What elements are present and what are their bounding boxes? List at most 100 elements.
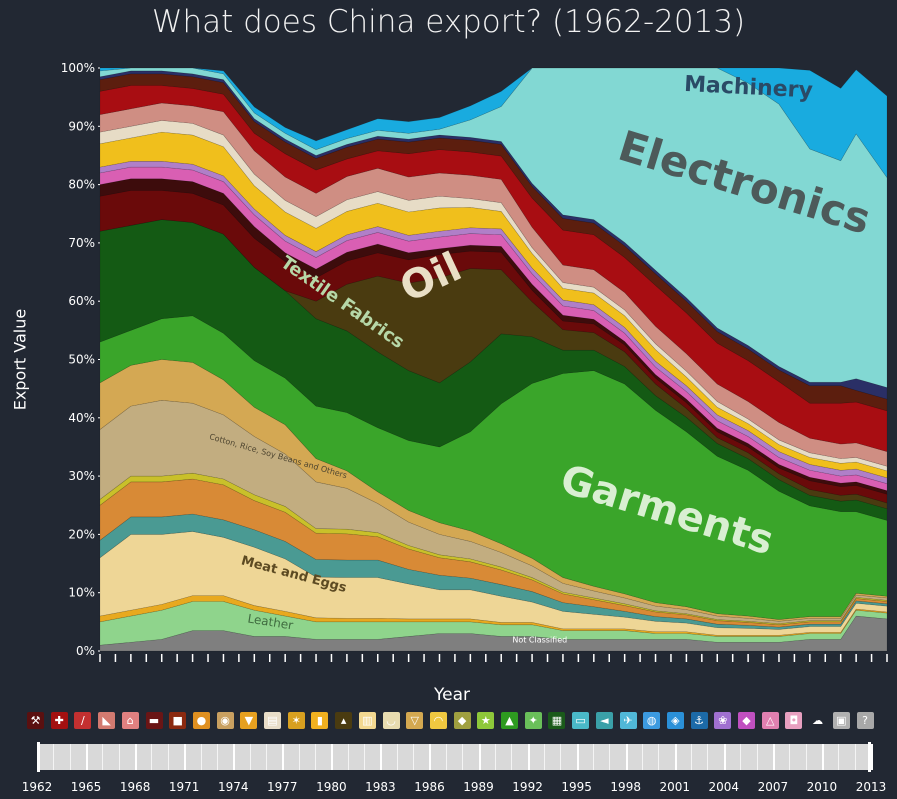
label-not-classified: Not Classified xyxy=(512,635,567,644)
slider-tick xyxy=(740,744,742,770)
slider-year-label: 1968 xyxy=(119,780,151,794)
slider-tick xyxy=(560,744,562,770)
slider-year-label: 2004 xyxy=(708,780,740,794)
anvil-icon[interactable]: ▬ xyxy=(145,712,163,729)
slider-tick xyxy=(413,744,415,770)
slider-tick xyxy=(494,744,496,770)
slider-tick xyxy=(298,744,300,770)
cloud-icon[interactable]: ☁ xyxy=(812,714,824,727)
stack-icon[interactable]: ▥ xyxy=(358,712,376,729)
slider-year-label: 1986 xyxy=(414,780,445,794)
slider-tick xyxy=(347,744,349,770)
slider-year-label: 1983 xyxy=(365,780,396,794)
cloth-icon[interactable]: ▤ xyxy=(264,712,281,729)
area-series-oil xyxy=(99,219,888,510)
slider-tick xyxy=(167,744,169,770)
slider-tick xyxy=(593,744,594,770)
slider-tick xyxy=(543,744,545,770)
slider-year-label: 2010 xyxy=(806,780,838,794)
shirt-icon[interactable]: ▲ xyxy=(501,712,518,729)
slider-tick xyxy=(642,744,644,770)
boot-icon[interactable]: ■ xyxy=(169,712,187,729)
y-tick-label: 80% xyxy=(68,178,95,192)
flask-icon[interactable]: △ xyxy=(761,712,779,729)
slider-tick xyxy=(854,744,856,770)
house-icon[interactable]: ⌂ xyxy=(121,712,139,729)
unknown-icon[interactable]: ? xyxy=(856,712,874,729)
anchor-icon[interactable]: ⚓ xyxy=(690,712,708,729)
slider-tick xyxy=(135,744,138,770)
slider-tick xyxy=(380,744,383,770)
slider-tick xyxy=(364,744,366,770)
slider-year-label: 2001 xyxy=(659,780,691,794)
y-tick-label: 40% xyxy=(68,411,95,425)
y-tick-label: 70% xyxy=(68,236,95,250)
plane-icon[interactable]: ✈ xyxy=(619,712,637,729)
shield-icon[interactable]: ▼ xyxy=(240,712,258,729)
area-series-not-classified xyxy=(99,615,888,652)
bag-icon[interactable]: ◘ xyxy=(785,712,803,729)
ruler-icon[interactable]: ◣ xyxy=(98,712,116,729)
slider-year-label: 1989 xyxy=(463,780,494,794)
pot-icon[interactable]: ● xyxy=(192,712,210,729)
bottle-icon[interactable]: ▮ xyxy=(311,712,329,729)
lotus-icon[interactable]: ❀ xyxy=(714,712,732,729)
fish-icon[interactable]: ◄ xyxy=(595,712,613,729)
molecule-icon[interactable]: ◍ xyxy=(643,712,661,729)
slider-tick xyxy=(37,744,39,770)
diamond-icon[interactable]: ◆ xyxy=(738,712,755,729)
slider-tick xyxy=(396,744,398,770)
box-icon[interactable]: ▣ xyxy=(832,712,850,729)
slider-tick xyxy=(282,744,285,770)
drop-icon[interactable]: ◈ xyxy=(666,712,684,729)
slider-tick xyxy=(756,744,758,770)
log-icon[interactable]: ◉ xyxy=(216,712,234,729)
slider-tick xyxy=(462,744,464,770)
slider-year-label: 1971 xyxy=(168,780,200,794)
slider-year-label: 1992 xyxy=(512,780,543,794)
slider-tick xyxy=(838,744,840,770)
oil-drop-icon[interactable]: ▴ xyxy=(335,712,353,729)
y-tick-label: 10% xyxy=(68,586,95,600)
year-slider[interactable] xyxy=(37,742,873,772)
slider-tick xyxy=(576,744,579,770)
slider-year-label: 1998 xyxy=(610,780,641,794)
x-axis-label: Year xyxy=(434,685,470,705)
slider-tick xyxy=(429,744,432,770)
slider-tick xyxy=(511,744,513,770)
cross-icon[interactable]: ✚ xyxy=(50,712,68,729)
slider-tick xyxy=(118,744,120,770)
slider-tick xyxy=(691,744,693,770)
star-icon[interactable]: ★ xyxy=(477,712,495,729)
slider-tick xyxy=(216,744,218,770)
y-tick-label: 100% xyxy=(61,61,95,75)
slider-tick xyxy=(658,744,660,770)
wheat-icon[interactable]: ✶ xyxy=(287,712,305,729)
leaf-icon[interactable]: ◆ xyxy=(453,712,471,729)
y-tick-label: 60% xyxy=(68,294,95,308)
y-tick-label: 0% xyxy=(76,644,95,658)
slider-end-handle[interactable] xyxy=(868,742,871,772)
grid-icon[interactable]: ▦ xyxy=(548,712,566,729)
cup-icon[interactable]: ▽ xyxy=(406,712,424,729)
monitor-icon[interactable]: ▭ xyxy=(572,712,590,729)
y-tick-label: 50% xyxy=(68,353,95,367)
slider-tick xyxy=(184,744,187,770)
slider-year-label: 1965 xyxy=(70,780,102,794)
y-tick-label: 30% xyxy=(68,469,95,483)
slider-tick xyxy=(200,744,202,770)
slider-tick xyxy=(772,744,775,770)
pill-icon[interactable]: ∕ xyxy=(74,712,92,729)
slider-tick xyxy=(249,744,251,770)
hammer-icon[interactable]: ⚒ xyxy=(27,712,44,729)
bowl-icon[interactable]: ◡ xyxy=(382,712,400,729)
y-tick-label: 20% xyxy=(68,527,95,541)
slider-tick xyxy=(69,744,71,770)
badge-icon[interactable]: ✦ xyxy=(524,712,542,729)
y-axis-label: Export Value xyxy=(10,308,30,411)
mask-icon[interactable]: ◠ xyxy=(429,712,447,729)
slider-year-label: 1977 xyxy=(267,780,298,794)
slider-tick xyxy=(789,744,791,770)
slider-year-labels: 1962 1965 1968 1971 1974 1977 1980 1983 1986 1989… xyxy=(0,780,897,798)
slider-tick xyxy=(331,744,334,770)
